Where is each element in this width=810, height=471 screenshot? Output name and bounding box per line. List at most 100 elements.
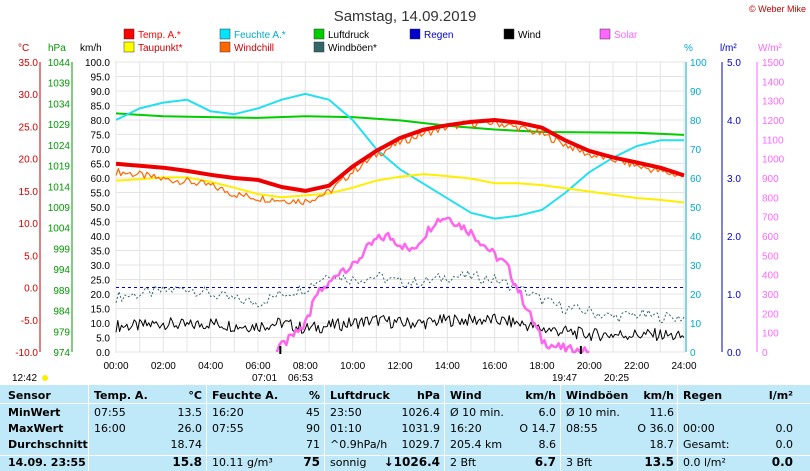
table-cell-value: O 14.7 [519,422,556,435]
axes: 35.0 30.0 25.0 20.0 15.0 10.0 5.0 0.0 -5.0 -10.0 1… [15,58,784,372]
series-temp-a [115,118,685,193]
table-cell-value: 26.0 [177,422,203,435]
series-solar [275,216,590,354]
panel-divider [677,385,678,471]
press-tick: 989 [53,286,70,297]
sunrise-end-time: 06:53 [288,373,313,384]
series-taupunkt [115,173,685,204]
panel-row-divider [0,403,810,404]
temp-tick: 30.0 [19,90,39,101]
legend-swatch [409,28,421,40]
press-tick: 1044 [48,58,71,69]
solar-tick: 1400 [762,77,785,88]
hum-tick: 90 [690,87,702,98]
table-header-unit-5: km/h [643,389,674,402]
press-axis-unit: hPa [48,43,66,54]
solar-tick: 400 [762,271,779,282]
table-header-unit-2: % [308,389,320,402]
table-cell-sub: 3 Bft [566,456,593,469]
table-cell-value: 1029.7 [401,438,441,451]
table-cell-value: 15.8 [172,455,202,469]
wind-tick: 45.0 [91,218,111,229]
table-row-label: MaxWert [8,422,64,435]
solar-tick: 1100 [762,135,784,146]
table-cell-value: 0.0 [775,422,794,435]
legend: Temp. A.* Feuchte A.* Luftdruck Regen Wind So… [123,28,638,54]
press-tick: 974 [53,348,70,359]
table-cell-value: 11.6 [649,406,675,419]
rain-axis-unit: l/m² [720,43,737,54]
solar-tick: 1500 [762,58,785,69]
x-tick: 18:00 [529,361,554,372]
table-cell-sub: 2 Bft [450,456,477,469]
wind-tick: 25.0 [91,276,111,287]
table-header-5: Windböen [566,389,629,402]
table-header-6: Regen [683,389,723,402]
temp-tick: 0.0 [24,284,38,295]
table-header-3: Luftdruck [330,389,390,402]
table-cell-value: 13.5 [644,455,674,469]
table-cell-value: 90 [306,422,320,435]
solar-tick: 900 [762,174,779,185]
rain-tick: 4.0 [727,116,741,127]
press-tick: 1034 [48,99,71,110]
solar-tick: 100 [762,329,779,340]
rain-tick: 5.0 [727,58,741,69]
wind-tick: 65.0 [91,160,111,171]
wind-tick: 30.0 [91,261,111,272]
solar-tick: 0 [762,348,768,359]
temp-tick: 15.0 [19,187,39,198]
rain-tick: 2.0 [727,232,741,243]
wind-tick: 40.0 [91,232,111,243]
legend-swatch [313,41,325,53]
wind-tick: 80.0 [91,116,111,127]
legend-swatch [313,28,325,40]
table-cell-sub: 16:20 [450,422,482,435]
hum-tick: 80 [690,116,702,127]
wind-tick: 95.0 [91,73,111,84]
moon-time: 12:42 [12,373,37,384]
wind-tick: 100.0 [85,58,110,69]
table-cell-value [683,405,793,420]
solar-tick: 500 [762,251,779,262]
sunset-marker [579,346,582,354]
axis-units: °C hPa km/h % l/m² W/m² [18,43,783,54]
solar-tick: 1000 [762,155,785,166]
wind-tick: 70.0 [91,145,111,156]
table-cell-sub: 00:00 [683,422,715,435]
solar-tick: 600 [762,232,779,243]
stats-panel: Sensor Temp. A. °C Feuchte A.% Luftdruck hPa W… [0,385,810,471]
chart-title: Samstag, 14.09.2019 [334,8,477,25]
press-tick: 984 [53,307,70,318]
legend-swatch [123,41,135,53]
table-cell-value: 71 [306,438,320,451]
hum-tick: 70 [690,145,702,156]
press-tick: 1009 [48,203,71,214]
x-tick: 12:00 [387,361,412,372]
hum-tick: 40 [690,232,702,243]
moon-icon [42,375,48,381]
rain-tick: 1.0 [727,290,741,301]
table-header-unit-6: l/m² [768,389,793,402]
solar-tick: 800 [762,193,779,204]
x-tick: 04:00 [198,361,223,372]
table-cell-sub: 205.4 km [450,438,503,451]
legend-label: Windchill [234,43,274,54]
table-cell-sub: 08:55 [566,422,598,435]
x-tick: 02:00 [151,361,176,372]
table-header-unit-4: km/h [525,389,556,402]
table-cell-value: 8.6 [538,438,557,451]
wind-tick: 0.0 [96,348,110,359]
temp-tick: 25.0 [19,122,39,133]
table-cell-sub: 01:10 [330,422,362,435]
solar-tick: 700 [762,213,779,224]
table-row-label: Durchschnitt [8,438,88,451]
temp-tick: 10.0 [19,219,39,230]
table-cell-sub: 10.11 g/m³ [212,456,273,469]
panel-row-divider [0,455,810,456]
table-cell-sub: Gesamt: [683,438,730,451]
table-cell-sub: sonnig [330,456,367,469]
table-cell-sub: 07:55 [212,422,244,435]
hum-tick: 30 [690,261,702,272]
table-cell-value: 18.74 [170,438,203,451]
